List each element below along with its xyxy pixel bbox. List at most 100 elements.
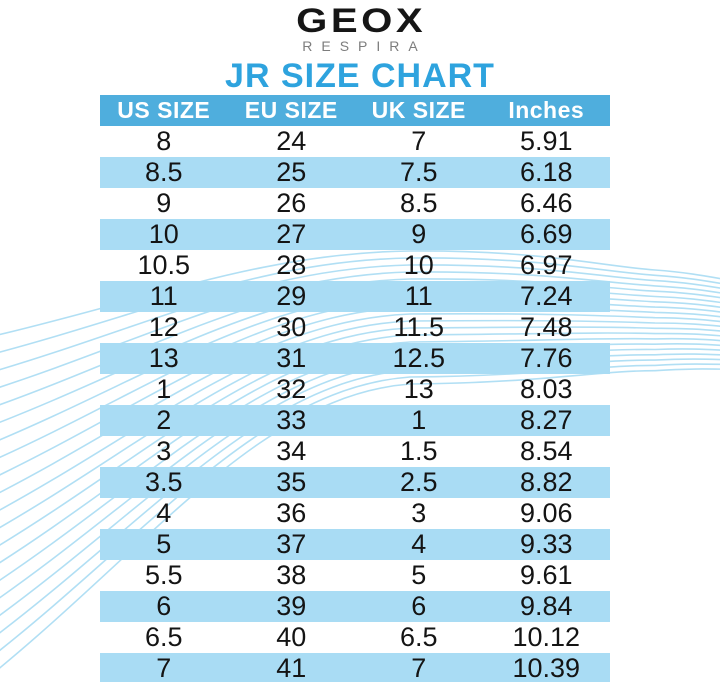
cell: 6 (411, 590, 427, 621)
cell: 26 (276, 187, 307, 218)
cell: 9.33 (519, 528, 573, 559)
cell: 2 (156, 404, 172, 435)
cell: 6.5 (144, 621, 183, 652)
cell: 35 (276, 466, 307, 497)
cell: 1 (411, 404, 427, 435)
cell: 4 (411, 528, 427, 559)
cell: 9.84 (519, 590, 573, 621)
column-header-us-size: US SIZE (100, 95, 228, 126)
cell: 8 (156, 125, 172, 156)
cell: 11.5 (393, 311, 445, 342)
cell: 36 (276, 497, 307, 528)
table-row: 13 31 12.5 7.76 (100, 342, 610, 374)
cell: 9.61 (519, 559, 573, 590)
cell: 7 (411, 125, 427, 156)
cell: 12.5 (392, 342, 446, 373)
table-row: 2 33 1 8.27 (100, 404, 610, 436)
table-row: 12 30 11.5 7.48 (100, 312, 610, 343)
table-row: 4 36 3 9.06 (100, 498, 610, 529)
table-row: 8 24 7 5.91 (100, 126, 610, 157)
cell: 10.39 (512, 652, 581, 682)
cell: 30 (276, 311, 307, 342)
table-row: 8.5 25 7.5 6.18 (100, 156, 610, 188)
cell: 13 (403, 373, 434, 404)
table-row: 5 37 4 9.33 (100, 528, 610, 560)
cell: 10.5 (137, 249, 191, 280)
cell: 5 (411, 559, 427, 590)
cell: 6.18 (519, 156, 573, 187)
brand-header: GEOX RESPIRA JR SIZE CHART (0, 3, 720, 95)
cell: 3 (156, 435, 172, 466)
cell: 41 (276, 652, 307, 682)
cell: 3.5 (144, 466, 183, 497)
brand-logo: GEOX (296, 2, 427, 40)
cell: 39 (276, 590, 307, 621)
cell: 8.5 (144, 156, 183, 187)
table-row: 3 34 1.5 8.54 (100, 436, 610, 467)
table-row: 6 39 6 9.84 (100, 590, 610, 622)
cell: 7.5 (399, 156, 438, 187)
cell: 9.06 (519, 497, 573, 528)
cell: 7 (156, 652, 172, 682)
cell: 25 (276, 156, 307, 187)
cell: 24 (276, 125, 307, 156)
cell: 6 (156, 590, 172, 621)
cell: 7.76 (519, 342, 573, 373)
cell: 6.69 (519, 218, 573, 249)
table-row: 7 41 7 10.39 (100, 652, 610, 682)
cell: 33 (276, 404, 307, 435)
table-body: 8 24 7 5.91 8.5 25 7.5 6.18 9 26 8.5 6.46 10 27 9 6.69 1… (100, 126, 610, 682)
cell: 1.5 (399, 435, 438, 466)
cell: 5.91 (519, 125, 573, 156)
cell: 40 (276, 621, 307, 652)
cell: 10 (403, 249, 434, 280)
cell: 32 (276, 373, 307, 404)
table-row: 5.5 38 5 9.61 (100, 560, 610, 591)
cell: 8.27 (519, 404, 573, 435)
cell: 3 (411, 497, 427, 528)
cell: 5.5 (144, 559, 183, 590)
cell: 28 (276, 249, 307, 280)
table-row: 1 32 13 8.03 (100, 374, 610, 405)
cell: 6.46 (519, 187, 573, 218)
cell: 4 (156, 497, 172, 528)
cell: 27 (276, 218, 307, 249)
page-title: JR SIZE CHART (225, 57, 495, 95)
cell: 8.82 (519, 466, 573, 497)
cell: 1 (156, 373, 172, 404)
cell: 7.48 (519, 311, 573, 342)
cell: 8.54 (519, 435, 573, 466)
table-row: 3.5 35 2.5 8.82 (100, 466, 610, 498)
cell: 11 (404, 280, 433, 311)
cell: 13 (148, 342, 179, 373)
column-header-inches: Inches (482, 95, 610, 126)
cell: 10.12 (512, 621, 581, 652)
cell: 37 (276, 528, 307, 559)
cell: 5 (156, 528, 172, 559)
table-header-row: US SIZE EU SIZE UK SIZE Inches (100, 95, 610, 126)
cell: 8.5 (399, 187, 438, 218)
cell: 8.03 (519, 373, 573, 404)
size-chart-table: US SIZE EU SIZE UK SIZE Inches 8 24 7 5.91 8.5 2… (100, 95, 610, 682)
cell: 12 (148, 311, 179, 342)
table-row: 11 29 11 7.24 (100, 280, 610, 312)
cell: 9 (156, 187, 172, 218)
cell: 2.5 (399, 466, 438, 497)
table-row: 9 26 8.5 6.46 (100, 188, 610, 219)
column-header-uk-size: UK SIZE (355, 95, 483, 126)
table-row: 10 27 9 6.69 (100, 218, 610, 250)
brand-tagline: RESPIRA (302, 38, 427, 54)
cell: 29 (276, 280, 307, 311)
table-head: US SIZE EU SIZE UK SIZE Inches (100, 95, 610, 126)
cell: 7 (411, 652, 427, 682)
cell: 34 (276, 435, 307, 466)
cell: 31 (276, 342, 307, 373)
cell: 9 (411, 218, 427, 249)
cell: 7.24 (519, 280, 573, 311)
table-row: 6.5 40 6.5 10.12 (100, 622, 610, 653)
cell: 38 (276, 559, 307, 590)
cell: 10 (148, 218, 179, 249)
cell: 11 (149, 280, 178, 311)
